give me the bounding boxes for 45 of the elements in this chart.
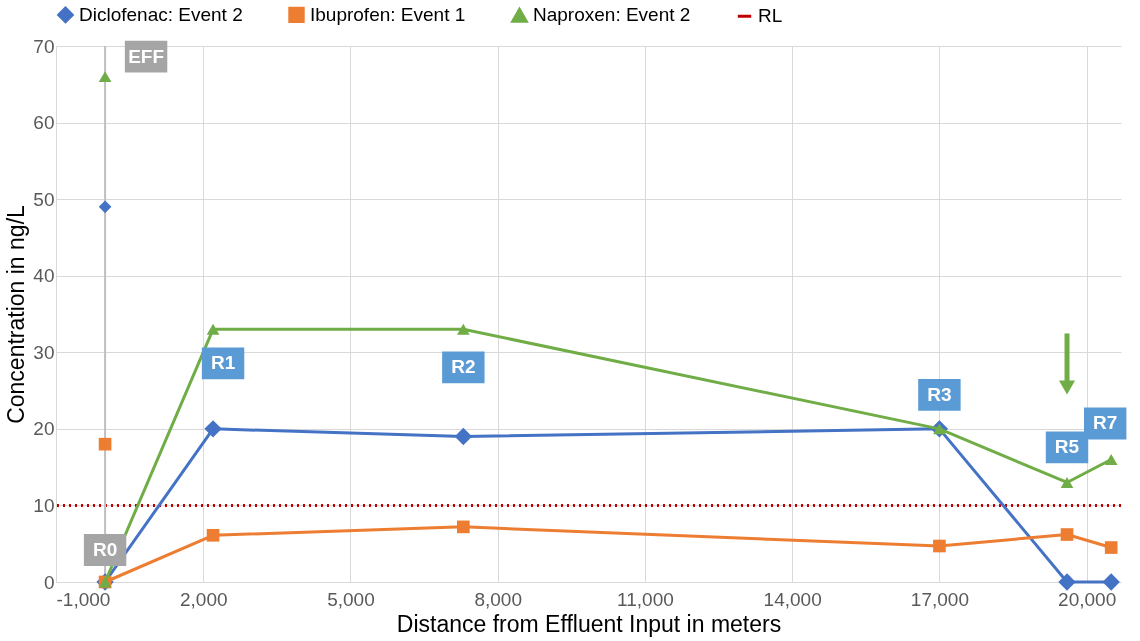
x-axis-title: Distance from Effluent Input in meters [396, 610, 782, 637]
x-tick-label: 5,000 [327, 588, 375, 610]
x-tick-label: 8,000 [474, 588, 522, 610]
point [1104, 541, 1118, 554]
point [98, 200, 112, 214]
legend-label: Diclofenac: Event 2 [79, 3, 243, 25]
point [457, 323, 470, 335]
point [206, 528, 220, 542]
y-axis-title: Concentration in ng/L [3, 204, 30, 424]
y-tick-label: 20 [33, 418, 55, 440]
point [1060, 476, 1074, 488]
annotation: R1 [210, 352, 236, 374]
annotation: R3 [927, 383, 952, 405]
point [454, 427, 473, 446]
y-tick-label: 40 [33, 265, 55, 287]
annotation: R7 [1093, 412, 1118, 434]
legend-label: Naproxen: Event 2 [533, 4, 691, 26]
annotation: R2 [451, 356, 476, 378]
point [206, 323, 220, 335]
point [1102, 573, 1120, 591]
annotation: EFF [128, 45, 165, 67]
point [98, 71, 112, 83]
annotation: R0 [92, 539, 118, 560]
x-tick-label: 2,000 [179, 588, 228, 610]
point [457, 520, 470, 534]
point [98, 437, 112, 451]
legend-label: RL [758, 5, 783, 27]
y-tick-label: 60 [33, 112, 55, 134]
point [1104, 454, 1118, 465]
y-tick-label: 30 [33, 341, 55, 363]
y-tick-label: 10 [33, 494, 55, 516]
y-tick-label: 0 [43, 571, 55, 593]
x-tick-label: -1,000 [56, 588, 111, 610]
x-tick-label: 20,000 [1058, 588, 1117, 610]
y-tick-label: 70 [33, 35, 55, 57]
annotation: R5 [1054, 436, 1080, 458]
legend-label: Ibuprofen: Event 1 [310, 3, 466, 25]
point [1060, 528, 1074, 541]
y-tick-label: 50 [33, 188, 55, 210]
x-tick-label: 14,000 [763, 588, 822, 610]
point [204, 420, 222, 438]
point [933, 539, 946, 553]
x-tick-label: 11,000 [617, 588, 674, 610]
point [1058, 573, 1076, 591]
x-tick-label: 17,000 [910, 588, 969, 610]
